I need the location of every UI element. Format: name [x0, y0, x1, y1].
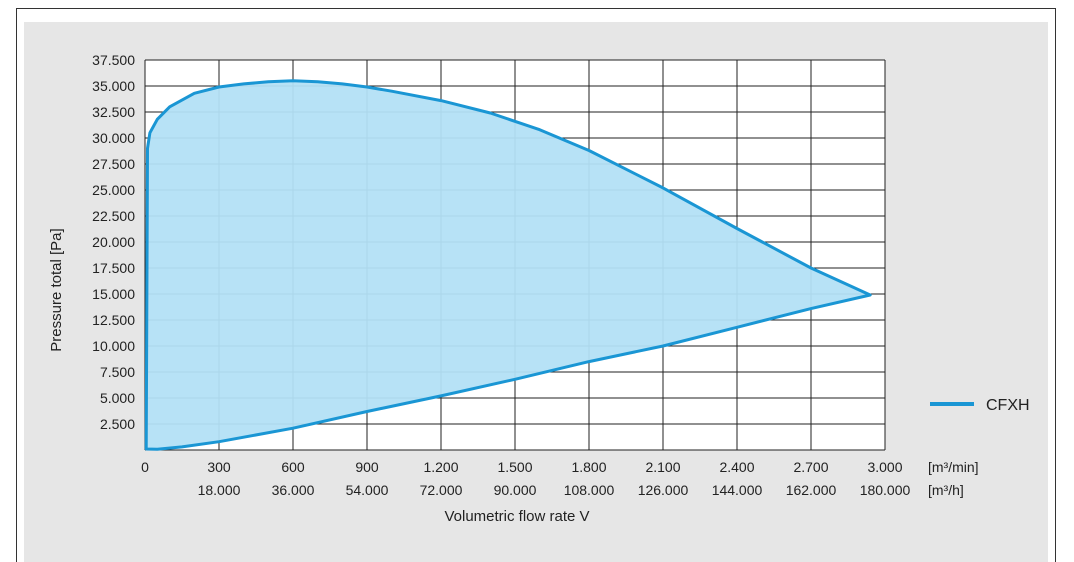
y-tick-label: 22.500	[92, 208, 135, 224]
x-unit-primary: [m³/min]	[928, 459, 979, 475]
y-tick-label: 5.000	[100, 390, 135, 406]
y-tick-label: 20.000	[92, 234, 135, 250]
x-tick-label-secondary: 144.000	[712, 482, 763, 498]
x-tick-label-secondary: 126.000	[638, 482, 689, 498]
legend-label-cfxh: CFXH	[986, 397, 1030, 414]
y-tick-label: 17.500	[92, 260, 135, 276]
y-tick-label: 7.500	[100, 364, 135, 380]
y-tick-label: 25.000	[92, 182, 135, 198]
y-tick-label: 32.500	[92, 104, 135, 120]
x-tick-label-primary: 0	[141, 459, 149, 475]
x-tick-label-secondary: 180.000	[860, 482, 911, 498]
x-tick-label-primary: 2.400	[719, 459, 754, 475]
x-tick-label-primary: 1.500	[497, 459, 532, 475]
y-axis-label: Pressure total [Pa]	[48, 228, 65, 351]
x-tick-label-secondary: 162.000	[786, 482, 837, 498]
y-tick-label: 30.000	[92, 130, 135, 146]
x-tick-label-secondary: 72.000	[420, 482, 463, 498]
y-tick-label: 37.500	[92, 52, 135, 68]
area-layer	[144, 79, 872, 451]
y-tick-label: 2.500	[100, 416, 135, 432]
x-tick-label-primary: 900	[355, 459, 379, 475]
x-tick-label-primary: 2.100	[645, 459, 680, 475]
x-tick-label-primary: 2.700	[793, 459, 828, 475]
x-tick-label-primary: 300	[207, 459, 231, 475]
series-area-cfxh	[144, 79, 872, 451]
legend: CFXH	[930, 397, 1030, 414]
x-tick-label-secondary: 90.000	[494, 482, 537, 498]
x-tick-label-secondary: 108.000	[564, 482, 615, 498]
x-ticks: 0 300 18.000 600 36.000 900 54.000 1.200 72.000 1…	[141, 459, 910, 498]
y-ticks: 2.500 5.000 7.500 10.000 12.500 15.000 17.500 2…	[92, 52, 135, 432]
y-tick-label: 10.000	[92, 338, 135, 354]
x-unit-secondary: [m³/h]	[928, 482, 964, 498]
x-tick-label-secondary: 54.000	[346, 482, 389, 498]
y-tick-label: 15.000	[92, 286, 135, 302]
x-tick-label-primary: 3.000	[867, 459, 902, 475]
x-axis-label: Volumetric flow rate V	[444, 508, 589, 525]
x-tick-label-primary: 1.200	[423, 459, 458, 475]
x-tick-label-secondary: 36.000	[272, 482, 315, 498]
x-tick-label-primary: 600	[281, 459, 305, 475]
y-tick-label: 27.500	[92, 156, 135, 172]
y-tick-label: 35.000	[92, 78, 135, 94]
x-tick-label-secondary: 18.000	[198, 482, 241, 498]
x-tick-label-primary: 1.800	[571, 459, 606, 475]
y-tick-label: 12.500	[92, 312, 135, 328]
